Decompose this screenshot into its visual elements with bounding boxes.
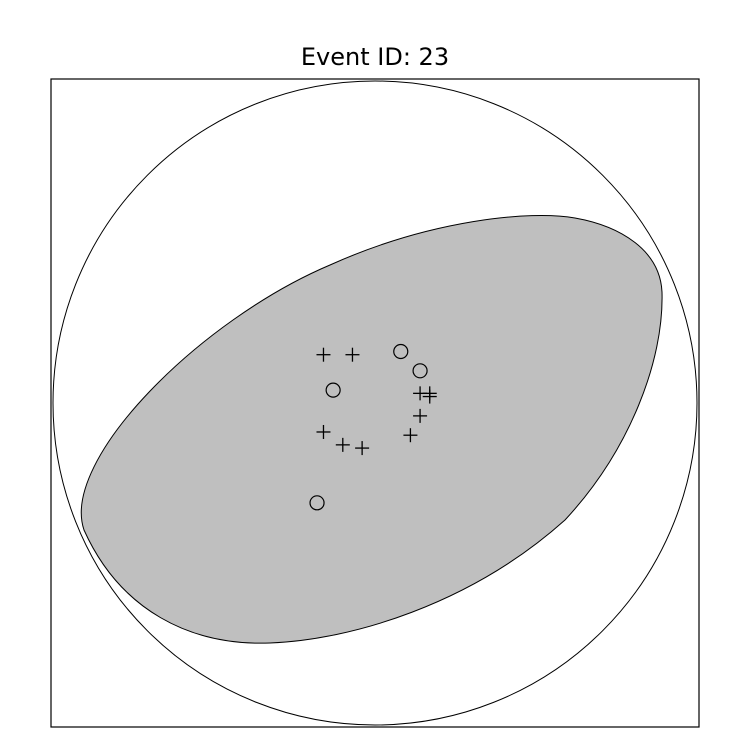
compression-plus-marker <box>422 389 437 404</box>
compression-plus-marker <box>316 424 331 439</box>
compressional-quadrant <box>80 215 663 644</box>
plot-frame <box>50 78 700 728</box>
compression-plus-marker <box>345 347 360 362</box>
compression-plus-marker <box>335 437 350 452</box>
polarity-marks <box>309 343 437 511</box>
compression-plus-marker <box>316 347 331 362</box>
compression-plus-marker <box>355 441 370 456</box>
dilatation-circle-marker <box>309 495 325 511</box>
compression-plus-marker <box>403 428 418 443</box>
focal-sphere-outline <box>52 80 698 726</box>
dilatation-circle-marker <box>325 382 341 398</box>
plot-title: Event ID: 23 <box>300 43 450 71</box>
dilatation-circle-marker <box>393 343 409 360</box>
dilatation-circle-marker <box>412 363 428 379</box>
compression-plus-marker <box>413 408 428 423</box>
